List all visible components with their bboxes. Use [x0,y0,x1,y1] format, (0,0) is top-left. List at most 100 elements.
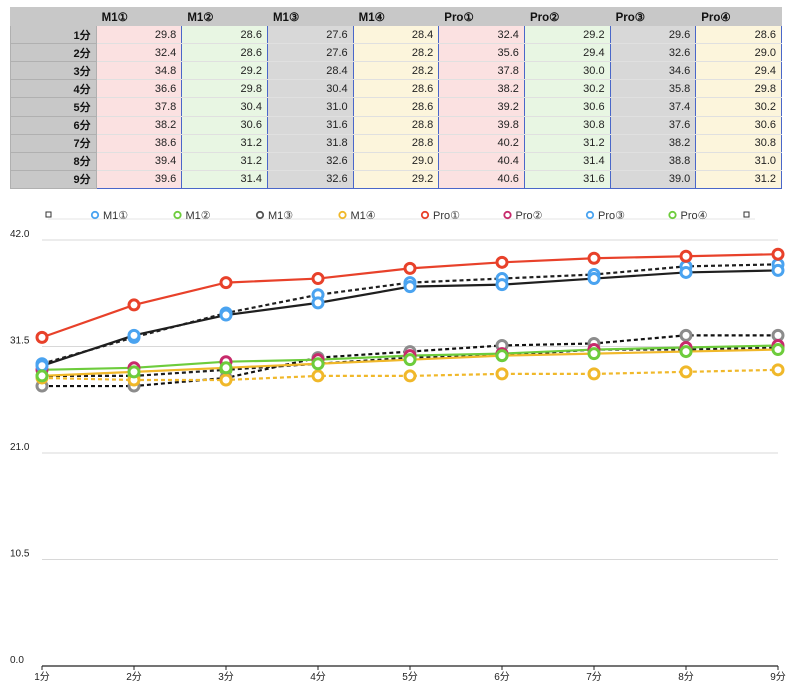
table-body: 1分 29.8 28.6 27.6 28.4 32.4 29.2 29.6 28.6 2分 32.4… [10,25,782,189]
table-cell: 38.2 [438,79,525,99]
legend-label: M1① [103,210,128,222]
data-point [587,272,601,286]
line-chart: 0.0 10.5 21.0 31.5 42.0 1分 2分 3分 4分 5分 6分 7分 8分 9分 M1①… [10,210,786,683]
series-line [41,368,779,382]
data-point [403,261,417,275]
table-cell: 30.6 [523,97,611,117]
table-corner-cell [10,6,97,27]
table-cell: 40.4 [438,151,525,171]
data-point [771,247,785,261]
table-cell: 32.6 [266,169,354,189]
column-header: Pro② [523,6,611,27]
table-cell: 39.4 [95,151,183,171]
legend-marker [255,210,265,220]
data-point [311,272,325,286]
data-point [403,353,417,367]
column-header: Pro① [438,6,525,27]
table-cell: 30.4 [181,97,268,117]
legend-marker [585,210,595,220]
table-cell: 30.8 [523,115,611,135]
table-cell: 39.6 [95,169,183,189]
x-tick-label: 1分 [34,671,50,683]
column-header: M1② [181,6,268,27]
data-point [587,367,601,381]
legend-label: Pro④ [681,210,708,222]
column-header: M1③ [266,6,354,27]
row-header: 1分 [10,25,97,45]
data-point [219,361,233,375]
row-header: 7分 [10,133,97,153]
data-point [495,349,509,363]
data-point [35,369,49,383]
data-point [679,328,693,342]
table-row: 5分 37.8 30.4 31.0 28.6 39.2 30.6 37.4 30.2 [10,97,782,117]
table-cell: 30.6 [695,115,782,135]
table-cell: 37.8 [438,61,525,81]
data-point [127,298,141,312]
x-tick-label: 9分 [770,671,786,683]
table-cell: 39.8 [438,115,525,135]
table-cell: 38.6 [95,133,183,153]
table-cell: 28.2 [352,43,440,63]
table-cell: 38.2 [609,133,697,153]
table-row: 9分 39.6 31.4 32.6 29.2 40.6 31.6 39.0 31.2 [10,169,782,189]
legend-label: Pro② [516,210,543,222]
table-cell: 30.0 [523,61,611,81]
x-tick-label: 2分 [126,671,142,683]
data-point [35,330,49,344]
row-header: 6分 [10,115,97,135]
data-point [771,363,785,377]
row-header: 8分 [10,151,97,171]
legend-label: Pro① [433,210,460,222]
table-cell: 34.6 [609,61,697,81]
table-cell: 40.6 [438,169,525,189]
row-header: 4分 [10,79,97,99]
table-cell: 29.8 [695,79,782,99]
table-cell: 32.4 [95,43,183,63]
data-point [679,345,693,359]
table-cell: 31.6 [266,115,354,135]
data-point [587,347,601,361]
data-point [679,365,693,379]
table-row: 2分 32.4 28.6 27.6 28.2 35.6 29.4 32.6 29.0 [10,43,782,63]
x-tick-label: 4分 [310,671,326,683]
table-cell: 31.2 [181,133,268,153]
table-row: 8分 39.4 31.2 32.6 29.0 40.4 31.4 38.8 31.0 [10,151,782,171]
table-cell: 28.8 [352,133,440,153]
legend-marker [338,210,347,220]
table-cell: 29.8 [95,25,183,45]
table-cell: 28.8 [352,115,440,135]
table-cell: 27.6 [266,25,354,45]
table-cell: 30.2 [695,97,782,117]
table-cell: 28.4 [352,25,440,45]
data-point [587,251,601,265]
y-tick-label: 31.5 [10,336,30,347]
table-cell: 28.2 [352,61,440,81]
column-header: M1④ [352,6,440,27]
table-cell: 31.6 [523,169,611,189]
series-line [42,346,779,378]
table-cell: 28.6 [181,43,268,63]
table-cell: 28.6 [352,79,440,99]
table-cell: 29.2 [181,61,268,81]
legend-label: Pro③ [598,210,625,222]
table-cell: 35.6 [438,43,525,63]
series-line [42,334,778,388]
data-point [219,308,233,322]
table-cell: 29.6 [609,25,697,45]
table-row: 1分 29.8 28.6 27.6 28.4 32.4 29.2 29.6 28.6 [10,25,782,45]
table-cell: 32.6 [266,151,354,171]
row-header: 2分 [10,43,97,63]
data-point [495,255,509,269]
table-cell: 39.0 [609,169,697,189]
y-tick-label: 42.0 [10,229,30,240]
legend-marker [503,210,512,220]
data-point [679,265,693,279]
table-cell: 29.2 [523,25,611,45]
y-tick-label: 21.0 [10,442,30,453]
table-cell: 39.2 [438,97,525,117]
data-point [219,373,233,387]
data-point [403,369,417,383]
table-cell: 29.2 [352,169,440,189]
table-cell: 38.8 [609,151,697,171]
